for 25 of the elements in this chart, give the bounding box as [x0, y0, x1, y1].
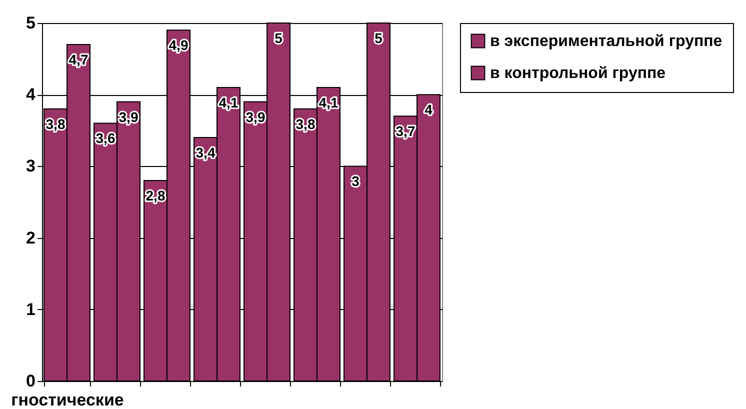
legend-label: в контрольной группе — [490, 65, 666, 82]
data-label: 4,9 — [168, 37, 188, 54]
data-label: 3,8 — [296, 116, 316, 132]
data-label: 5 — [274, 30, 283, 46]
y-tick-label: 1 — [26, 300, 36, 319]
y-tick-label: 4 — [26, 85, 36, 104]
data-label: 3,9 — [118, 108, 138, 125]
y-tick-label: 2 — [26, 228, 36, 248]
data-label: 3 — [352, 173, 360, 190]
y-tick-label: 5 — [26, 14, 36, 32]
data-label: 2,8 — [146, 188, 166, 204]
y-tick-label: 0 — [26, 372, 36, 390]
legend-label: в экспериментальной группе — [490, 33, 722, 50]
data-label: 4,1 — [218, 94, 238, 110]
data-label: 3,9 — [246, 108, 266, 125]
y-tick-label: 3 — [26, 156, 36, 176]
data-label: 4 — [424, 102, 433, 118]
data-label: 3,6 — [96, 130, 116, 146]
x-tick-label: гностические — [11, 390, 124, 409]
data-label: 3,4 — [196, 144, 216, 161]
data-label: 5 — [374, 30, 383, 46]
data-label: 4,1 — [318, 94, 338, 110]
data-label: 4,7 — [68, 51, 88, 68]
data-label: 3,7 — [396, 123, 416, 140]
data-label: 3,8 — [46, 116, 66, 132]
